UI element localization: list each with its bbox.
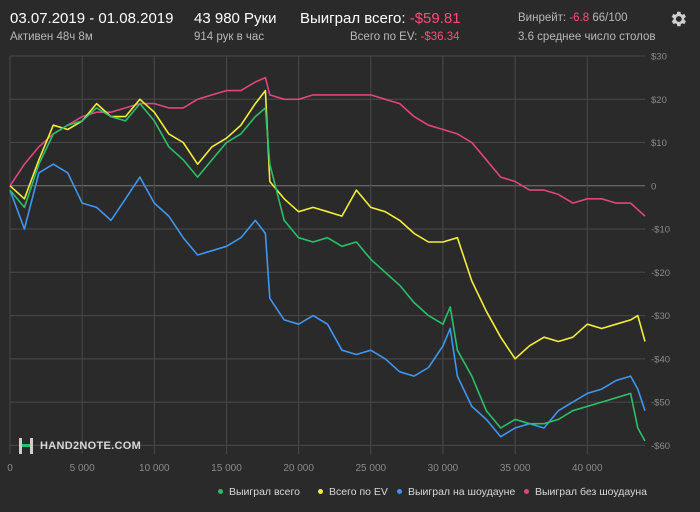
- winrate-value: -6.8: [569, 12, 590, 24]
- gear-icon[interactable]: [668, 9, 688, 29]
- y-tick-label: 0: [651, 181, 656, 192]
- series-line-showdown: [9, 163, 646, 438]
- y-tick-label: $30: [651, 52, 667, 63]
- legend-label: Выиграл всего: [229, 486, 300, 498]
- ev-total-value: -$36.34: [420, 31, 460, 43]
- logo-text: HAND2NOTE.COM: [40, 440, 142, 452]
- legend-swatch: [318, 488, 323, 494]
- winrate: Винрейт: -6.8 66/100: [518, 12, 628, 24]
- date-range[interactable]: 03.07.2019 - 01.08.2019: [10, 10, 174, 27]
- legend-swatch: [524, 488, 529, 494]
- x-tick-label: 30 000: [428, 463, 459, 474]
- series-line-ev: [9, 89, 646, 360]
- hands-count: 43 980 Руки: [194, 10, 277, 27]
- winrate-label: Винрейт:: [518, 12, 567, 24]
- x-tick-label: 15 000: [211, 463, 242, 474]
- series-line-non-showdown: [9, 76, 646, 217]
- legend-label: Выиграл на шоудауне: [408, 486, 516, 498]
- x-tick-label: 40 000: [572, 463, 603, 474]
- legend-swatch: [218, 488, 223, 494]
- winrate-suffix: 66/100: [592, 12, 628, 24]
- x-tick-label: 5 000: [70, 463, 95, 474]
- series-line-won-total: [9, 102, 646, 442]
- won-total-label: Выиграл всего:: [300, 10, 406, 27]
- y-tick-label: $20: [651, 95, 667, 106]
- hand2note-logo-icon: [19, 438, 33, 454]
- hands-per-hour: 914 рук в час: [194, 31, 265, 43]
- x-tick-label: 0: [7, 463, 13, 474]
- won-total: Выиграл всего: -$59.81: [300, 10, 461, 27]
- ev-total: Всего по EV: -$36.34: [350, 31, 460, 43]
- legend-swatch: [397, 488, 402, 494]
- active-time: Активен 48ч 8м: [10, 31, 93, 43]
- x-tick-label: 10 000: [139, 463, 170, 474]
- y-tick-label: -$60: [651, 441, 670, 452]
- y-tick-label: -$30: [651, 311, 670, 322]
- legend-item-non-showdown[interactable]: Выиграл без шоудауна: [524, 486, 647, 498]
- won-total-value: -$59.81: [409, 10, 461, 27]
- legend-item-showdown[interactable]: Выиграл на шоудауне: [397, 486, 515, 498]
- y-tick-label: -$20: [651, 268, 670, 279]
- x-tick-label: 25 000: [355, 463, 386, 474]
- profit-chart[interactable]: $30 $20 $10 0 -$10 -$20 -$30 -$40 -$50 -$60 0 5 000…: [0, 48, 700, 480]
- legend-item-won-total[interactable]: Выиграл всего: [218, 486, 300, 498]
- y-tick-label: -$10: [651, 225, 670, 236]
- x-tick-label: 35 000: [500, 463, 531, 474]
- legend-item-ev[interactable]: Всего по EV: [318, 486, 388, 498]
- avg-tables: 3.6 среднее число столов: [518, 31, 656, 43]
- x-tick-label: 20 000: [283, 463, 314, 474]
- legend-label: Всего по EV: [329, 486, 388, 498]
- legend-label: Выиграл без шоудауна: [535, 486, 647, 498]
- ev-total-label: Всего по EV:: [350, 31, 418, 43]
- y-tick-label: -$50: [651, 398, 670, 409]
- stats-header: 03.07.2019 - 01.08.2019 Активен 48ч 8м 4…: [0, 0, 700, 50]
- y-tick-label: -$40: [651, 354, 670, 365]
- y-tick-label: $10: [651, 138, 667, 149]
- chart-legend: Выиграл всего Всего по EV Выиграл на шоу…: [0, 486, 700, 506]
